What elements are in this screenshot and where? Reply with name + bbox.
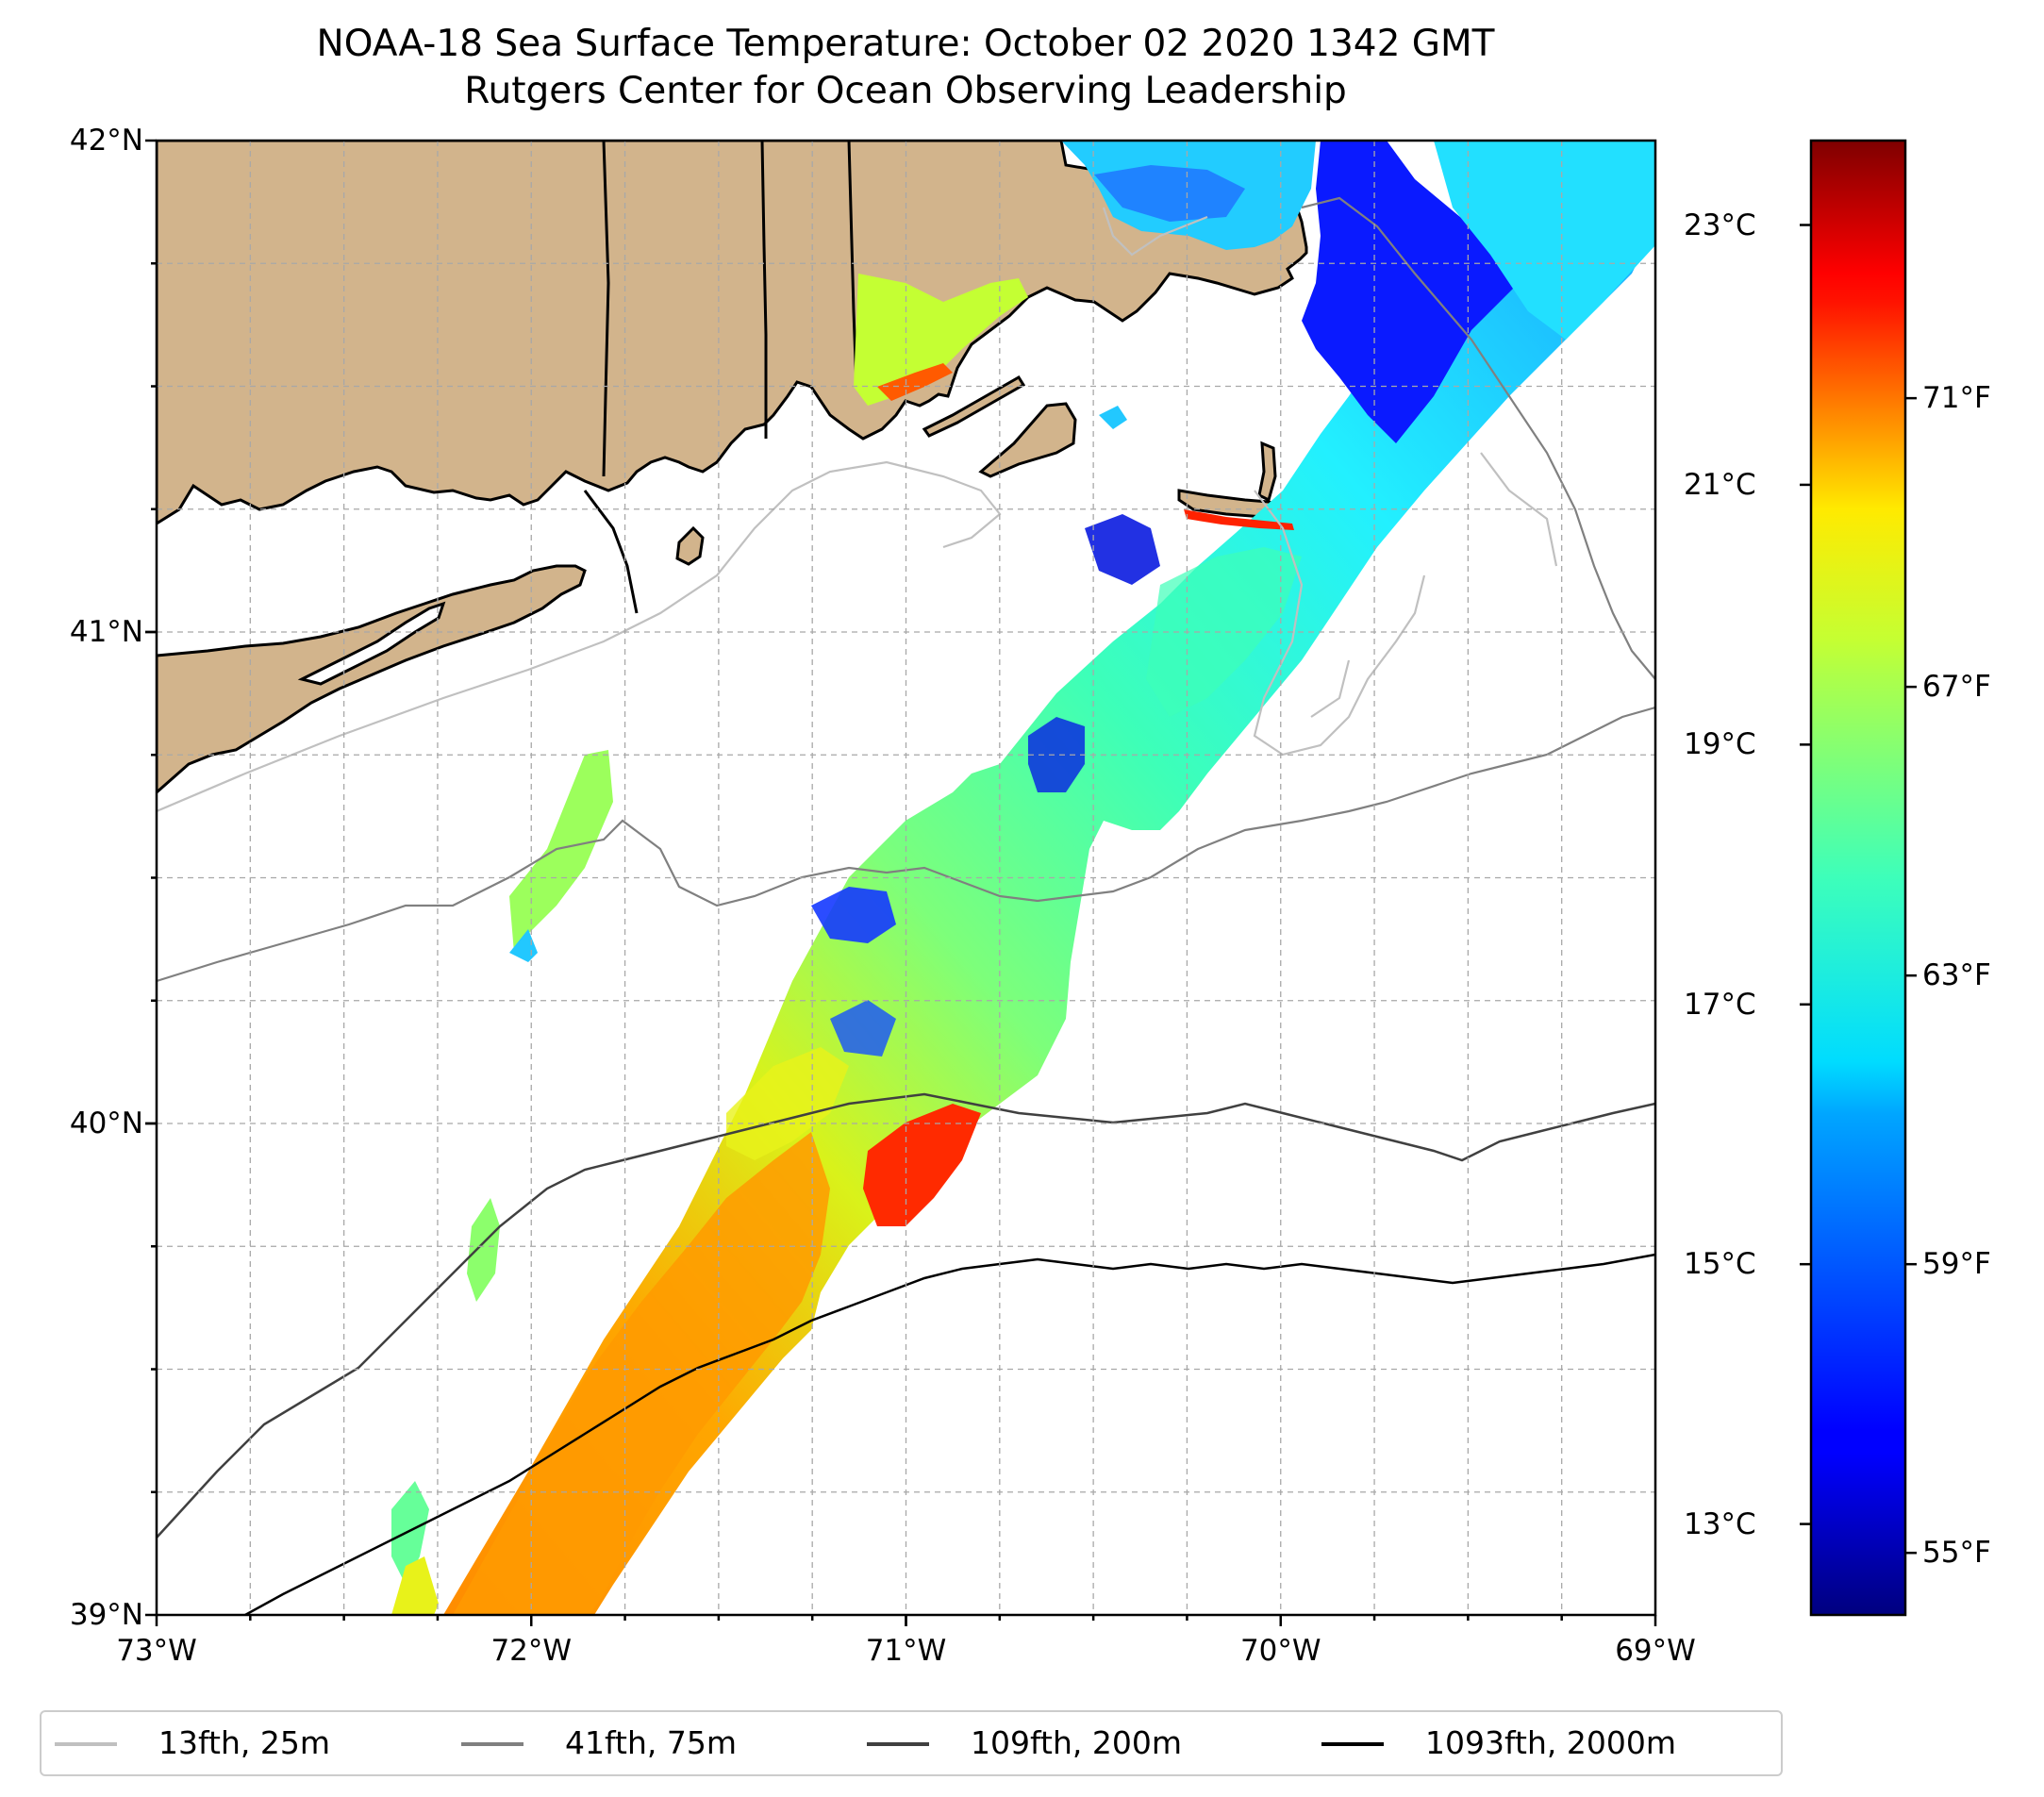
lon-tick-label: 73°W: [116, 1634, 197, 1668]
sst-fragment-6: [391, 1556, 439, 1615]
colorbar-fahrenheit-label: 59°F: [1922, 1247, 1991, 1282]
sst-cold-patch-3: [1085, 514, 1160, 585]
land-block-island: [675, 525, 705, 566]
colorbar-fahrenheit-label: 67°F: [1922, 670, 1991, 705]
lon-tick-label: 69°W: [1615, 1634, 1696, 1668]
land-elizabeth-islands: [922, 374, 1026, 438]
colorbar-celsius-label: 21°C: [1684, 467, 1756, 502]
sst-yellow-patch: [726, 1047, 849, 1160]
state-border-ct-ri: [760, 141, 768, 439]
lon-tick-label: 71°W: [865, 1634, 947, 1668]
land-mainland: [157, 141, 1308, 525]
colorbar-celsius-label: 15°C: [1684, 1247, 1756, 1282]
legend-line-swatch: [461, 1742, 523, 1746]
colorbar-celsius-label: 23°C: [1684, 208, 1756, 242]
legend-label: 13fth, 25m: [158, 1724, 330, 1761]
legend-line-swatch: [1321, 1742, 1384, 1746]
sst-fragment-1: [509, 750, 613, 953]
lat-tick-label: 42°N: [69, 124, 143, 158]
map-content: [157, 141, 1655, 1615]
colorbar-fahrenheit-label: 71°F: [1922, 381, 1991, 416]
sst-cold-patch-1: [811, 887, 896, 943]
colorbar-celsius-label: 13°C: [1684, 1506, 1756, 1541]
sst-cold-northeast: [1302, 141, 1528, 443]
lon-tick-label: 72°W: [490, 1634, 573, 1668]
sst-fragment-3: [467, 1198, 500, 1302]
legend-line-swatch: [55, 1742, 117, 1746]
lon-tick-label: 70°W: [1239, 1634, 1321, 1668]
sst-fragment-4-red: [877, 363, 953, 401]
legend-label: 1093fth, 2000m: [1425, 1724, 1676, 1761]
lat-tick-label: 41°N: [69, 615, 143, 649]
lat-tick-label: 39°N: [69, 1598, 143, 1632]
sst-warm-band: [453, 1132, 830, 1615]
figure-subtitle: Rutgers Center for Ocean Observing Leade…: [464, 70, 1347, 112]
sst-cold-patch-4: [830, 1000, 896, 1057]
sst-fragment-5: [391, 1481, 429, 1585]
sst-nantucket-shoals: [1146, 547, 1302, 717]
state-border-ny-water: [583, 490, 639, 614]
state-border-ny-ct: [602, 141, 610, 477]
land-marthas-vineyard: [978, 402, 1077, 478]
sst-ne-offshore: [1434, 141, 1655, 340]
legend-label: 109fth, 200m: [971, 1724, 1182, 1761]
colorbar-celsius-label: 17°C: [1684, 987, 1756, 1022]
legend: 13fth, 25m 41fth, 75m 109fth, 200m 1093fth,…: [40, 1710, 1783, 1776]
colorbar-ticks: [1800, 224, 1917, 1555]
land-monomoy: [1257, 441, 1277, 503]
land-long-island: [157, 564, 587, 795]
colorbar-fahrenheit-label: 55°F: [1922, 1536, 1991, 1571]
gridlines: [157, 141, 1655, 1615]
figure-title: NOAA-18 Sea Surface Temperature: October…: [316, 23, 1495, 65]
legend-line-swatch: [867, 1742, 929, 1746]
lat-tick-label: 40°N: [69, 1106, 143, 1140]
colorbar: [1809, 139, 1907, 1617]
sst-cold-patch-2: [1028, 717, 1085, 792]
colorbar-celsius-label: 19°C: [1684, 727, 1756, 762]
sst-fragment-7: [1099, 406, 1127, 429]
contour-2000m: [244, 1253, 1655, 1615]
sst-fragment-4: [854, 274, 1028, 406]
colorbar-fahrenheit-label: 63°F: [1922, 958, 1991, 993]
map-ticks: [145, 139, 1657, 1626]
sst-fragment-2: [509, 929, 538, 962]
legend-label: 41fth, 75m: [565, 1724, 737, 1761]
sst-nantucket-red: [1184, 509, 1294, 530]
contour-200m: [157, 1092, 1655, 1539]
sst-cape-bay-cool: [1094, 165, 1245, 222]
sst-warm-red: [863, 1104, 981, 1226]
